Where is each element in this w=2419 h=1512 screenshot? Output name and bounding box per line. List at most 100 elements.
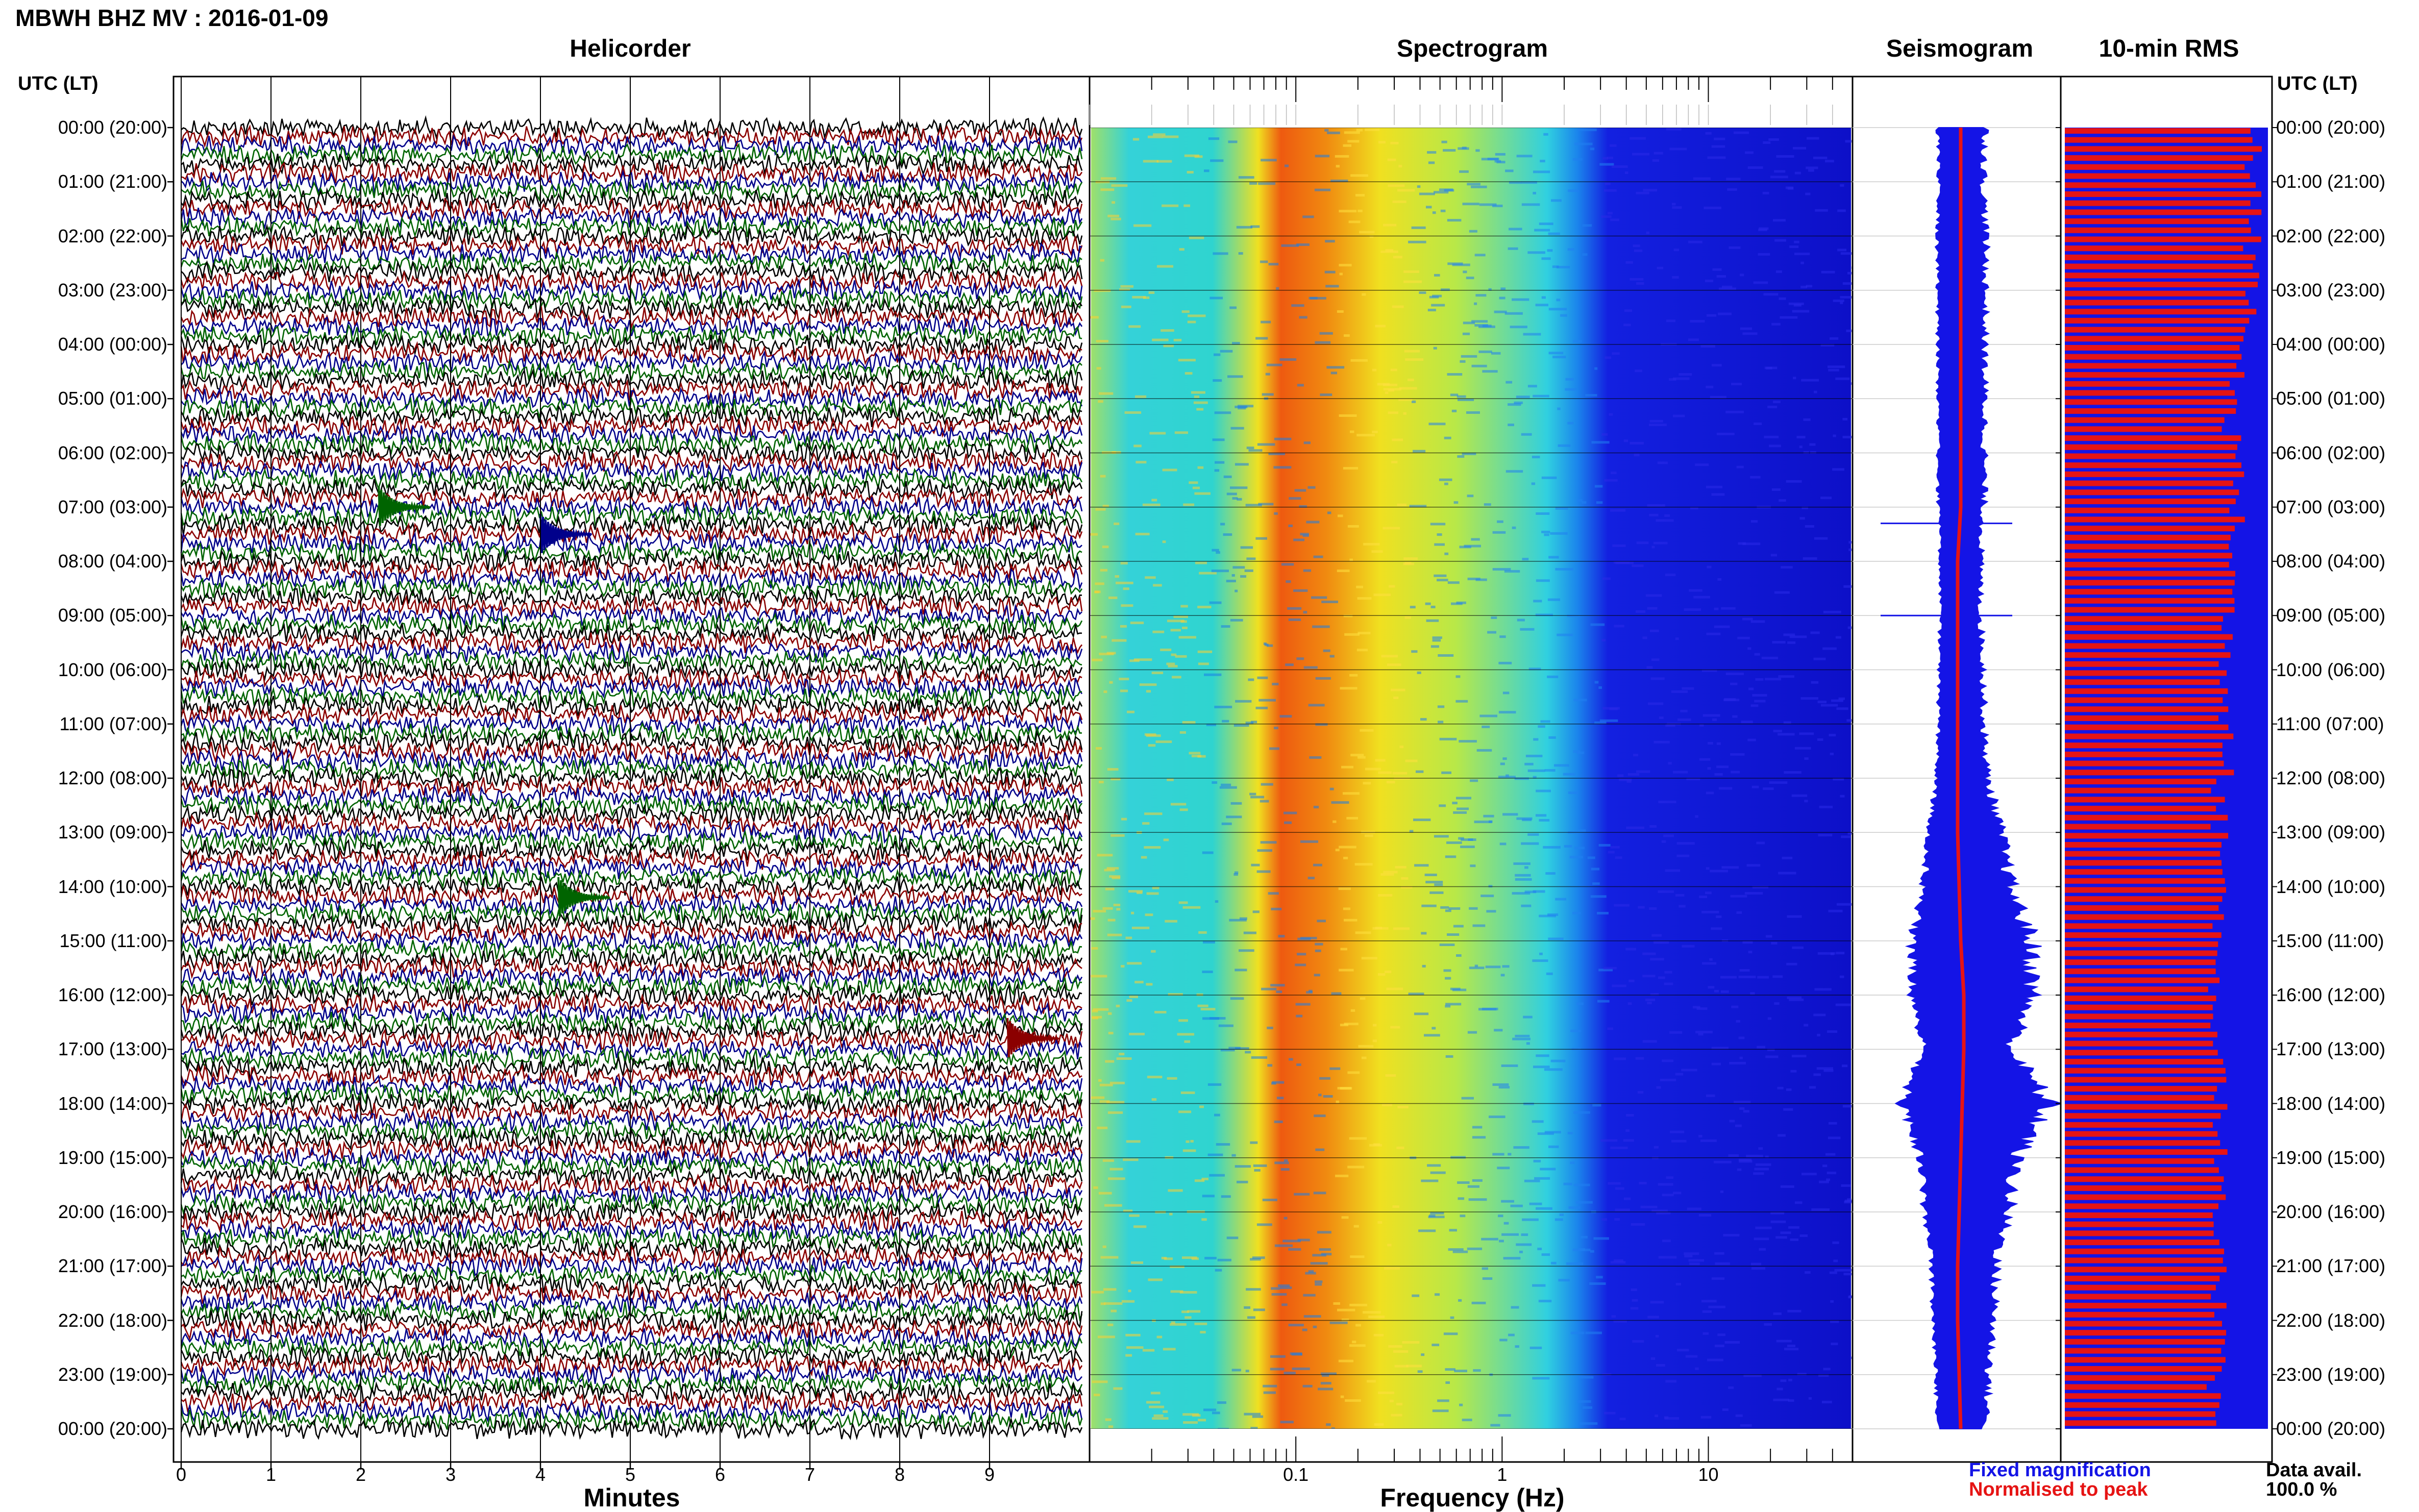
spectrogram-speckle [1310, 1262, 1328, 1265]
helicorder-trace [180, 757, 1083, 781]
spectrogram-speckle [1445, 1055, 1453, 1058]
spectrogram-speckle [1194, 1322, 1207, 1325]
spectrogram-speckle [1116, 1057, 1132, 1060]
spectrogram-speckle [1755, 1226, 1772, 1229]
rms-bar [2065, 1113, 2221, 1119]
spectrogram-speckle [1510, 1204, 1523, 1207]
spectrogram-speckle [1213, 379, 1222, 382]
spectrogram-speckle [1202, 971, 1213, 973]
spectrogram-speckle [1337, 569, 1350, 573]
rms-bar [2065, 1040, 2213, 1047]
spectrogram-speckle [1201, 1218, 1207, 1221]
spectrogram-speckle [1350, 174, 1369, 177]
spectrogram-speckle [1707, 767, 1711, 770]
spectrogram-speckle [1613, 1320, 1627, 1323]
spectrogram-speckle [1445, 855, 1457, 858]
spectrogram-speckle [1100, 568, 1107, 572]
spectrogram-speckle [1739, 1107, 1745, 1110]
spectrogram-speckle [1434, 883, 1443, 886]
spectrogram-speckle [1730, 753, 1745, 756]
spectrogram-speckle [1541, 257, 1551, 260]
spectrogram-speckle [1250, 1258, 1261, 1261]
spectrogram-speckle [1480, 895, 1494, 898]
spectrogram-speckle [1630, 278, 1644, 281]
spectrogram-speckle [1217, 1401, 1226, 1404]
rms-bar [2065, 1384, 2207, 1390]
spectrogram-speckle [1676, 854, 1690, 857]
spectrogram-speckle [1794, 747, 1811, 750]
spectrogram-speckle [1270, 1355, 1286, 1358]
spectrogram-speckle [1791, 1055, 1807, 1057]
spectrogram-speckle [1474, 324, 1488, 327]
left-time-label: 23:00 (19:00) [58, 1364, 167, 1385]
spectrogram-speckle [1788, 1226, 1799, 1229]
spectrogram-speckle [1149, 432, 1166, 435]
spectrogram-speckle [1144, 733, 1156, 736]
spectrogram-speckle [1350, 1009, 1355, 1012]
spectrogram-speckle [1250, 1427, 1258, 1430]
rms-bar [2065, 543, 2229, 550]
spectrogram-speckle [1763, 787, 1774, 790]
helicorder-title: Helicorder [570, 35, 691, 62]
spectrogram-speckle [1463, 321, 1475, 325]
spectrogram-speckle [1378, 771, 1392, 774]
spectrogram-speckle [1220, 350, 1233, 353]
spectrogram-speckle [1758, 1147, 1763, 1150]
spectrogram-speckle [1743, 1110, 1749, 1113]
rms-bar [2065, 399, 2237, 405]
spectrogram-speckle [1338, 887, 1351, 890]
spectrogram-speckle [1123, 1209, 1133, 1212]
spectrogram-speckle [1839, 975, 1844, 978]
spectrogram-speckle [1836, 707, 1848, 710]
spectrogram-speckle [1162, 468, 1177, 472]
spectrogram-speckle [1705, 280, 1714, 282]
right-utc-header: UTC (LT) [2277, 73, 2358, 94]
spectrogram-speckle [1662, 1240, 1671, 1243]
spectrogram-speckle [1340, 687, 1357, 690]
spectrogram-speckle [1356, 649, 1368, 652]
spectrogram-speckle [1170, 803, 1187, 806]
spectrogram-speckle [1257, 443, 1275, 446]
spectrogram-speckle [1529, 1346, 1542, 1349]
spectrogram-speckle [1429, 891, 1444, 894]
right-time-label: 19:00 (15:00) [2276, 1147, 2386, 1168]
spectrogram-speckle [1557, 633, 1573, 636]
rms-bar [2065, 155, 2253, 161]
helicorder-trace [180, 612, 1083, 637]
spectrogram-speckle [1702, 962, 1717, 965]
helicorder-trace [180, 341, 1082, 366]
spectrogram-speckle [1841, 835, 1850, 838]
spectrogram-speckle [1183, 1421, 1198, 1424]
spectrogram-speckle [1800, 697, 1818, 700]
spectrogram-speckle [1388, 184, 1405, 187]
spectrogram-speckle [1804, 757, 1809, 760]
spectrogram-speckle [1524, 866, 1528, 869]
spectrogram-speckle [1723, 699, 1740, 702]
spectrogram-speckle [1253, 1164, 1267, 1167]
spectrogram-speckle [1508, 424, 1514, 427]
spectrogram-speckle [1450, 393, 1459, 396]
spectrogram-speckle [1446, 841, 1462, 844]
spectrogram-speckle [1711, 493, 1725, 496]
spectrogram-speckle [1592, 1104, 1601, 1107]
spectrogram-speckle [1246, 447, 1254, 450]
spectrogram-speckle [1337, 1308, 1355, 1311]
spectrogram-speckle [1214, 1113, 1220, 1117]
spectrogram-speckle [1452, 802, 1458, 805]
spectrogram-speckle [1233, 873, 1238, 876]
spectrogram-speckle [1142, 822, 1150, 825]
spectrogram-speckle [1509, 228, 1522, 231]
spectrogram-speckle [1730, 895, 1747, 898]
spectrogram-speckle [1614, 625, 1624, 628]
spectrogram-speckle [1793, 146, 1806, 150]
spectrogram-speckle [1755, 678, 1764, 681]
spectrogram-speckle [1260, 841, 1277, 844]
spectrogram-speckle [1430, 523, 1446, 526]
spectrogram-speckle [1390, 1026, 1400, 1029]
rms-bar [2065, 254, 2256, 260]
spectrogram-speckle [1282, 1240, 1301, 1243]
spectrogram-speckle [1438, 721, 1444, 724]
spectrogram-speckle [1339, 264, 1352, 267]
spectrogram-speckle [1250, 796, 1265, 799]
spectrogram-speckle [1092, 658, 1103, 661]
